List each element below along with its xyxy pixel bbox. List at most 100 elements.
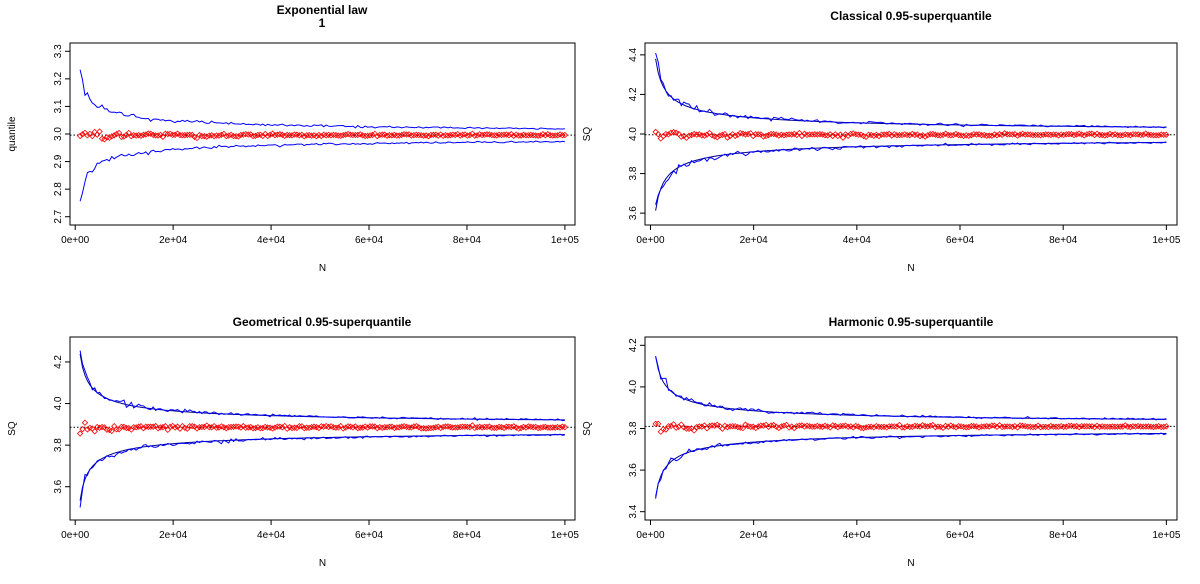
estimate-point	[247, 131, 254, 138]
lower-bound-line	[655, 141, 1167, 205]
estimate-point	[254, 131, 262, 139]
estimate-point	[517, 132, 525, 139]
y-tick-label: 4.2	[628, 87, 639, 101]
estimate-point	[721, 130, 729, 138]
estimate-point	[179, 132, 186, 139]
estimate-point	[210, 422, 218, 430]
estimate-point	[142, 131, 150, 138]
estimate-point	[834, 132, 842, 140]
estimate-point	[145, 130, 152, 137]
estimate-point	[442, 131, 449, 139]
estimate-point	[1163, 423, 1170, 430]
estimate-point	[739, 130, 747, 137]
estimate-point	[527, 131, 534, 139]
estimate-point	[744, 130, 752, 138]
estimate-point	[223, 132, 230, 140]
estimate-point	[724, 424, 731, 431]
estimate-point	[927, 131, 934, 138]
chart-subtitle: 1	[319, 16, 326, 30]
x-tick-label: 1e+05	[551, 235, 580, 246]
estimate-point	[860, 424, 867, 432]
y-tick-label: 3.8	[628, 421, 639, 435]
estimate-point	[422, 425, 430, 432]
estimate-point	[1109, 423, 1116, 430]
estimate-point	[296, 132, 303, 139]
estimate-point	[493, 424, 500, 431]
estimate-point	[1024, 131, 1031, 138]
estimate-point	[505, 132, 513, 139]
estimate-point	[386, 132, 393, 139]
estimate-point	[819, 423, 826, 431]
estimate-point	[391, 424, 398, 432]
estimate-point	[308, 132, 315, 139]
estimate-point	[525, 132, 532, 139]
estimate-point	[354, 131, 361, 139]
x-tick-label: 4e+04	[257, 530, 286, 541]
estimate-point	[1086, 130, 1093, 137]
estimate-point	[1145, 131, 1152, 138]
estimate-point	[1009, 423, 1016, 431]
estimate-point	[330, 131, 337, 138]
estimate-point	[1119, 423, 1126, 430]
estimate-point	[683, 425, 690, 432]
estimate-point	[729, 423, 736, 430]
estimate-point	[886, 423, 893, 430]
estimate-point	[1091, 131, 1098, 139]
estimate-point	[1081, 132, 1088, 139]
estimate-point	[1096, 131, 1103, 139]
estimate-point	[111, 423, 118, 430]
estimate-point	[939, 131, 947, 139]
estimate-point	[898, 424, 906, 431]
estimate-point	[806, 131, 813, 138]
estimate-point	[383, 424, 391, 431]
lower-bound-theory-line	[655, 141, 1167, 211]
estimate-point	[1070, 131, 1078, 139]
estimate-point	[762, 132, 770, 140]
estimate-point	[201, 423, 208, 431]
estimate-point	[245, 424, 252, 431]
estimate-point	[274, 131, 281, 138]
estimate-point	[862, 424, 870, 431]
estimate-point	[1158, 131, 1165, 138]
estimate-point	[249, 132, 257, 140]
estimate-point	[456, 132, 464, 139]
estimate-point	[883, 131, 890, 138]
estimate-point	[1014, 132, 1021, 139]
estimate-point	[266, 131, 274, 138]
estimate-point	[500, 131, 508, 138]
estimate-point	[870, 132, 877, 139]
estimate-point	[396, 132, 403, 139]
estimate-point	[978, 132, 985, 139]
estimate-point	[1155, 132, 1162, 139]
estimate-point	[839, 422, 847, 430]
estimate-point	[1065, 422, 1073, 430]
estimate-point	[179, 422, 186, 430]
y-tick-label: 3.0	[53, 127, 64, 141]
x-tick-label: 0e+00	[61, 530, 90, 541]
estimate-point	[549, 132, 556, 139]
upper-bound-theory-line	[655, 58, 1167, 128]
estimate-point	[79, 131, 86, 138]
estimate-point	[76, 430, 84, 437]
estimate-point	[184, 131, 191, 139]
estimate-point	[230, 423, 237, 431]
estimate-point	[269, 425, 276, 432]
estimate-point	[113, 426, 120, 433]
estimate-point	[775, 424, 782, 432]
estimate-point	[1145, 423, 1152, 430]
estimate-point	[171, 424, 179, 431]
estimate-point	[878, 131, 885, 138]
estimate-point	[381, 424, 388, 431]
estimate-point	[271, 424, 279, 431]
estimate-point	[396, 424, 403, 431]
estimate-point	[1065, 131, 1073, 138]
estimate-point	[988, 132, 996, 139]
estimate-point	[403, 423, 410, 431]
estimate-point	[522, 132, 530, 139]
y-tick-label: 4.4	[628, 47, 639, 61]
estimate-point	[128, 132, 135, 140]
estimate-point	[403, 131, 410, 138]
estimate-point	[322, 132, 330, 139]
estimate-point	[495, 423, 503, 430]
estimate-point	[1083, 131, 1090, 138]
